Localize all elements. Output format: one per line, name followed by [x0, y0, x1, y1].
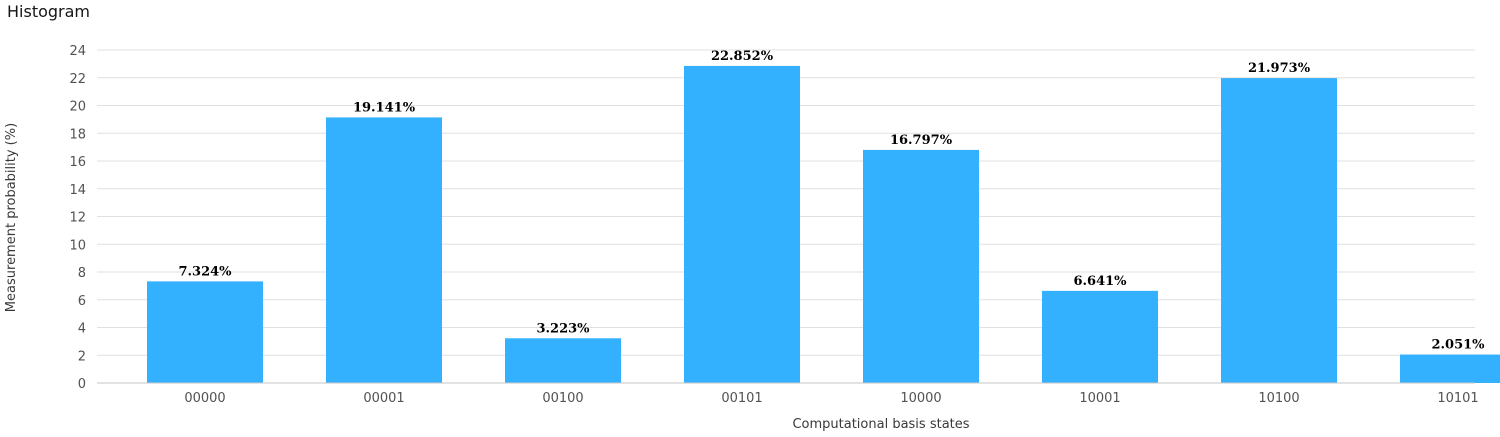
x-tick-label: 10100	[1258, 391, 1299, 406]
data-label-10000: 16.797%	[890, 133, 953, 148]
x-tick-label: 10000	[900, 391, 941, 406]
bar-00101[interactable]	[684, 65, 800, 383]
bar-10100[interactable]	[1221, 78, 1337, 383]
x-tick-label: 00101	[721, 391, 762, 406]
bars	[147, 65, 1500, 383]
y-tick-label: 14	[69, 183, 86, 198]
bar-10000[interactable]	[863, 149, 979, 383]
y-tick-label: 12	[69, 211, 86, 226]
bar-00100[interactable]	[505, 338, 621, 383]
bar-10101[interactable]	[1400, 354, 1500, 383]
x-tick-label: 00100	[542, 391, 583, 406]
data-label-00000: 7.324%	[178, 264, 232, 279]
y-axis-label: Measurement probability (%)	[4, 123, 19, 312]
x-axis-ticks: 00000 00001 00100 00101 10000 10001 10100 10101	[184, 391, 1478, 406]
y-tick-label: 16	[69, 155, 86, 170]
data-label-10101: 2.051%	[1431, 338, 1485, 353]
x-tick-label: 10101	[1437, 391, 1478, 406]
y-tick-label: 4	[78, 322, 86, 337]
data-labels: 7.324% 19.141% 3.223% 22.852% 16.797% 6.641% 2…	[178, 49, 1485, 353]
y-tick-label: 8	[78, 266, 86, 281]
y-tick-label: 22	[69, 72, 86, 87]
chart-title: Histogram	[7, 2, 90, 21]
y-tick-label: 20	[69, 100, 86, 115]
data-label-00101: 22.852%	[711, 49, 774, 64]
y-tick-label: 24	[69, 44, 86, 59]
y-tick-label: 10	[69, 238, 86, 253]
bar-10001[interactable]	[1042, 290, 1158, 383]
y-tick-label: 2	[78, 349, 86, 364]
x-tick-label: 10001	[1079, 391, 1120, 406]
y-tick-label: 0	[78, 377, 86, 392]
data-label-00100: 3.223%	[536, 321, 590, 336]
x-axis-label: Computational basis states	[792, 417, 969, 432]
x-tick-label: 00001	[363, 391, 404, 406]
bar-00000[interactable]	[147, 281, 263, 383]
bar-00001[interactable]	[326, 117, 442, 383]
data-label-00001: 19.141%	[353, 100, 416, 115]
y-tick-label: 6	[78, 294, 86, 309]
data-label-10100: 21.973%	[1248, 61, 1311, 76]
y-tick-label: 18	[69, 127, 86, 142]
x-tick-label: 00000	[184, 391, 225, 406]
data-label-10001: 6.641%	[1073, 274, 1127, 289]
